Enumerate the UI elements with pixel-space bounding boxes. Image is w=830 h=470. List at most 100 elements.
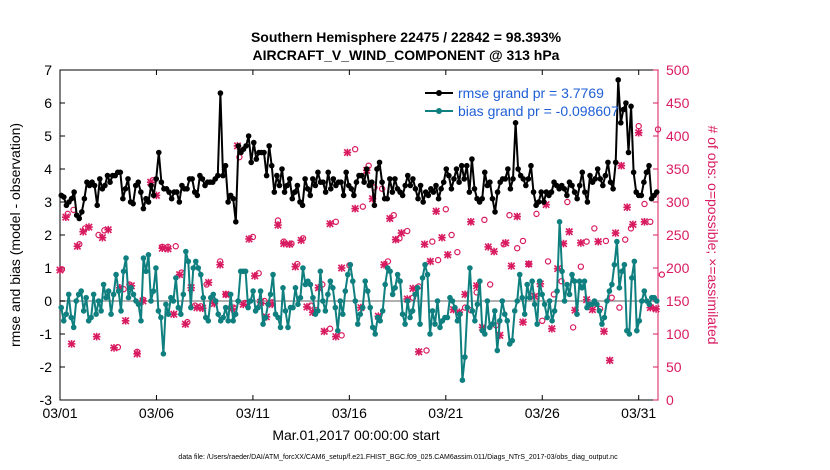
bias-point — [404, 298, 411, 304]
bias-point — [494, 347, 501, 354]
rmse-point — [168, 195, 175, 202]
y-tick-label: 2 — [44, 227, 52, 243]
rmse-point — [389, 189, 396, 195]
bias-point — [362, 278, 369, 285]
bias-point — [639, 298, 645, 304]
x-tick-label: 03/11 — [236, 405, 270, 421]
rmse-point — [407, 182, 414, 189]
bias-point — [185, 258, 192, 265]
rmse-point — [412, 186, 419, 192]
bias-point — [409, 308, 416, 314]
bias-point — [260, 321, 266, 327]
bias-point — [242, 268, 249, 275]
obs-assimilated-point — [565, 227, 574, 236]
bias-point — [73, 298, 79, 304]
bias-point — [614, 238, 620, 245]
rmse-point — [248, 159, 255, 166]
bias-point — [180, 291, 187, 298]
bias-point — [110, 291, 117, 298]
bias-point — [212, 298, 219, 304]
obs-assimilated-point — [303, 303, 311, 311]
bias-point — [459, 377, 466, 384]
obs-assimilated-point — [332, 332, 340, 341]
rmse-point — [415, 195, 421, 202]
bias-point — [402, 321, 408, 327]
rmse-point — [446, 172, 452, 179]
obs-assimilated-point — [285, 240, 294, 249]
bias-point — [619, 268, 625, 275]
bias-point — [452, 304, 458, 311]
bias-point — [574, 311, 580, 318]
bias-point — [631, 258, 638, 265]
rmse-point — [592, 176, 598, 182]
bias-point — [235, 298, 241, 304]
bias-point — [125, 294, 132, 301]
rmse-point — [451, 176, 457, 182]
bias-point — [606, 288, 613, 294]
bias-point — [429, 308, 436, 314]
rmse-point — [597, 176, 604, 182]
rmse-point — [561, 186, 568, 192]
rmse-point — [176, 199, 183, 205]
bias-point — [564, 281, 570, 288]
obs-assimilated-point — [519, 318, 527, 326]
bias-point — [108, 311, 114, 318]
bias-point — [68, 314, 75, 321]
bias-point — [250, 288, 256, 294]
rmse-point — [571, 189, 578, 195]
obs-assimilated-point — [110, 344, 118, 352]
bias-point — [511, 308, 518, 314]
rmse-point — [630, 169, 637, 176]
obs-possible-point — [172, 243, 179, 250]
rmse-point — [281, 189, 288, 195]
obs-assimilated-point — [438, 233, 446, 242]
bias-point — [300, 265, 306, 271]
rmse-point — [594, 166, 601, 172]
obs-possible-point — [635, 122, 642, 130]
obs-assimilated-point — [326, 219, 334, 228]
obs-assimilated-point — [73, 242, 82, 251]
bias-point — [357, 311, 364, 318]
chart-title-line1: Southern Hemisphere 22475 / 22842 = 98.3… — [251, 29, 562, 45]
bias-point — [170, 298, 177, 304]
obs-possible-point — [390, 211, 397, 219]
rmse-point — [266, 143, 272, 149]
rmse-point — [348, 186, 355, 192]
bias-point — [364, 288, 371, 294]
obs-assimilated-point — [92, 332, 101, 341]
rmse-point — [466, 189, 473, 195]
rmse-point — [327, 186, 334, 192]
rmse-point — [607, 179, 614, 185]
bias-point — [197, 271, 204, 278]
y2-tick-label: 500 — [666, 62, 690, 78]
rmse-point — [156, 149, 162, 156]
y-tick-label: 1 — [44, 260, 52, 276]
bias-point — [128, 285, 134, 291]
obs-assimilated-point — [467, 218, 475, 226]
bias-point — [464, 304, 471, 311]
bias-point — [267, 291, 274, 298]
bias-point — [569, 271, 575, 278]
rmse-point — [302, 176, 308, 182]
legend-bias-label: bias grand pr = -0.098607 — [458, 103, 619, 119]
rmse-point — [276, 182, 283, 189]
obs-assimilated-point — [513, 212, 521, 221]
bias-point — [342, 288, 349, 294]
rmse-point — [261, 149, 267, 156]
plot-area — [60, 70, 658, 400]
rmse-point — [130, 200, 136, 207]
bias-point — [372, 331, 378, 337]
bias-point — [424, 271, 431, 278]
rmse-point — [145, 199, 152, 205]
rmse-point — [215, 172, 221, 179]
rmse-point — [351, 192, 357, 199]
rmse-point — [91, 182, 98, 189]
bias-point — [437, 324, 443, 331]
bias-point — [516, 271, 523, 278]
bias-point — [155, 308, 162, 314]
bias-point — [432, 321, 438, 327]
obs-assimilated-point — [548, 324, 556, 333]
obs-assimilated-point — [652, 305, 660, 313]
rmse-point — [379, 179, 385, 185]
